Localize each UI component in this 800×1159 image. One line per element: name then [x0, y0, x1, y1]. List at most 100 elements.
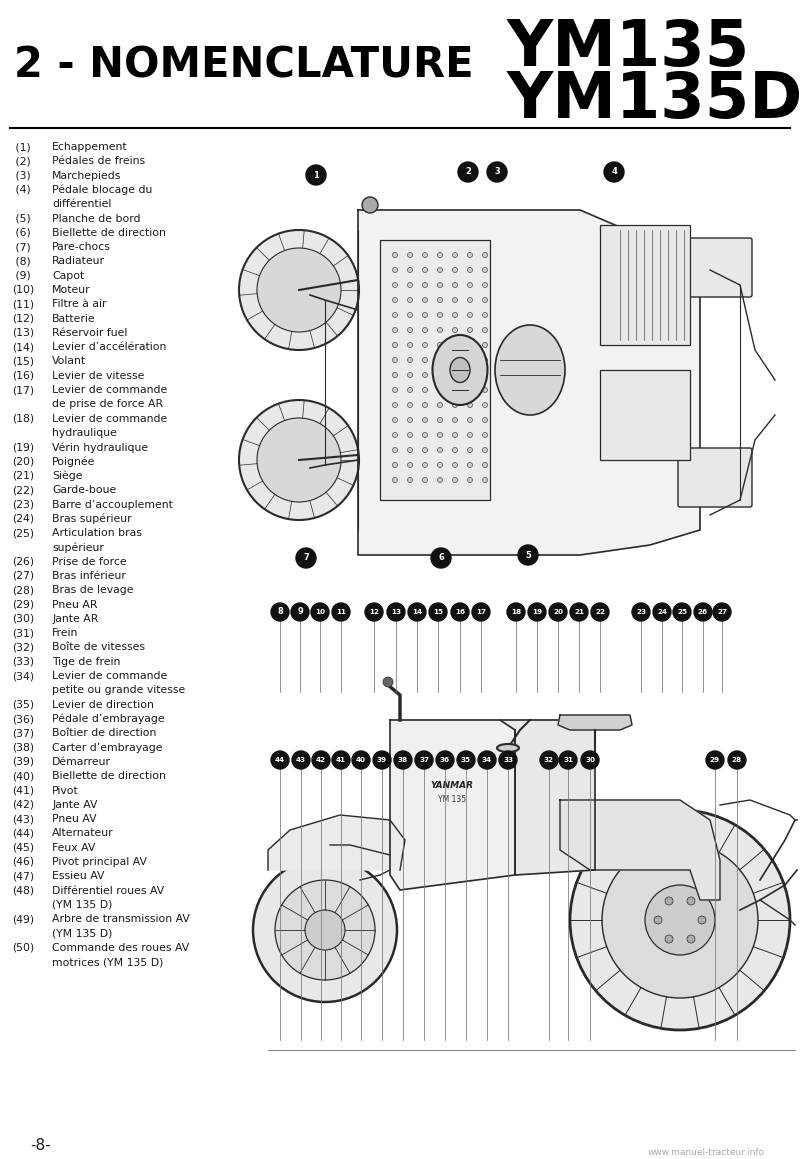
Circle shape	[482, 253, 487, 257]
Text: Moteur: Moteur	[52, 285, 90, 296]
Text: 26: 26	[698, 608, 708, 615]
Text: Feux AV: Feux AV	[52, 843, 95, 853]
Circle shape	[467, 343, 473, 348]
Text: Pneu AR: Pneu AR	[52, 599, 98, 610]
Text: (36): (36)	[12, 714, 34, 724]
Circle shape	[438, 298, 442, 302]
Circle shape	[422, 402, 427, 408]
Circle shape	[665, 935, 673, 943]
Text: Capot: Capot	[52, 271, 84, 280]
Circle shape	[393, 447, 398, 452]
Text: 14: 14	[412, 608, 422, 615]
Circle shape	[393, 357, 398, 363]
Text: (45): (45)	[12, 843, 34, 853]
Text: 33: 33	[503, 757, 513, 763]
Circle shape	[467, 387, 473, 393]
Circle shape	[467, 417, 473, 423]
Circle shape	[271, 751, 289, 770]
Circle shape	[482, 298, 487, 302]
Text: 6: 6	[438, 554, 444, 562]
Text: (41): (41)	[12, 786, 34, 795]
Circle shape	[540, 751, 558, 770]
Text: 11: 11	[336, 608, 346, 615]
Circle shape	[429, 603, 447, 621]
Text: 40: 40	[356, 757, 366, 763]
Circle shape	[422, 298, 427, 302]
Circle shape	[453, 462, 458, 467]
Text: (14): (14)	[12, 342, 34, 352]
Circle shape	[291, 603, 309, 621]
Text: 4: 4	[611, 168, 617, 176]
Circle shape	[467, 283, 473, 287]
Text: supérieur: supérieur	[52, 542, 104, 553]
Circle shape	[453, 447, 458, 452]
Text: (6): (6)	[12, 228, 30, 238]
Circle shape	[482, 447, 487, 452]
Circle shape	[507, 603, 525, 621]
Circle shape	[332, 603, 350, 621]
Text: 23: 23	[636, 608, 646, 615]
Circle shape	[352, 751, 370, 770]
Circle shape	[438, 387, 442, 393]
Circle shape	[296, 548, 316, 568]
Text: Biellette de direction: Biellette de direction	[52, 228, 166, 238]
Circle shape	[305, 910, 345, 950]
Text: 34: 34	[482, 757, 492, 763]
Circle shape	[407, 478, 413, 482]
Text: Essieu AV: Essieu AV	[52, 872, 105, 881]
Circle shape	[438, 478, 442, 482]
Circle shape	[467, 328, 473, 333]
Circle shape	[687, 897, 695, 905]
Circle shape	[407, 462, 413, 467]
Text: Echappement: Echappement	[52, 143, 128, 152]
Text: Poignée: Poignée	[52, 457, 95, 467]
Text: (4): (4)	[12, 185, 30, 195]
Text: (26): (26)	[12, 556, 34, 567]
Circle shape	[407, 402, 413, 408]
Text: (50): (50)	[12, 942, 34, 953]
Text: YM 135: YM 135	[438, 795, 466, 804]
Circle shape	[438, 268, 442, 272]
Text: 1: 1	[313, 170, 319, 180]
Circle shape	[559, 751, 577, 770]
Circle shape	[438, 417, 442, 423]
Text: (18): (18)	[12, 414, 34, 424]
Circle shape	[422, 343, 427, 348]
Circle shape	[393, 478, 398, 482]
Circle shape	[467, 478, 473, 482]
Text: (19): (19)	[12, 443, 34, 452]
Text: 24: 24	[657, 608, 667, 615]
Circle shape	[467, 357, 473, 363]
Circle shape	[407, 298, 413, 302]
Circle shape	[467, 402, 473, 408]
Circle shape	[602, 841, 758, 998]
Bar	[600, 370, 690, 460]
Circle shape	[604, 162, 624, 182]
Text: Pivot: Pivot	[52, 786, 78, 795]
Circle shape	[482, 402, 487, 408]
Circle shape	[453, 328, 458, 333]
Circle shape	[728, 751, 746, 770]
Circle shape	[407, 253, 413, 257]
Circle shape	[467, 372, 473, 378]
Circle shape	[654, 916, 662, 924]
Circle shape	[312, 751, 330, 770]
Text: Pneu AV: Pneu AV	[52, 814, 97, 824]
Text: YANMAR: YANMAR	[430, 780, 474, 789]
FancyBboxPatch shape	[678, 449, 752, 506]
Text: 38: 38	[398, 757, 408, 763]
Circle shape	[482, 268, 487, 272]
Text: Démarreur: Démarreur	[52, 757, 111, 767]
Circle shape	[239, 400, 359, 520]
Text: (1): (1)	[12, 143, 30, 152]
Circle shape	[438, 432, 442, 437]
Circle shape	[253, 858, 397, 1003]
Text: 41: 41	[336, 757, 346, 763]
Circle shape	[467, 432, 473, 437]
Text: hydraulique: hydraulique	[52, 428, 117, 438]
Circle shape	[431, 548, 451, 568]
Text: Batterie: Batterie	[52, 314, 96, 323]
Text: Jante AV: Jante AV	[52, 800, 98, 810]
Circle shape	[482, 462, 487, 467]
Text: (33): (33)	[12, 657, 34, 666]
